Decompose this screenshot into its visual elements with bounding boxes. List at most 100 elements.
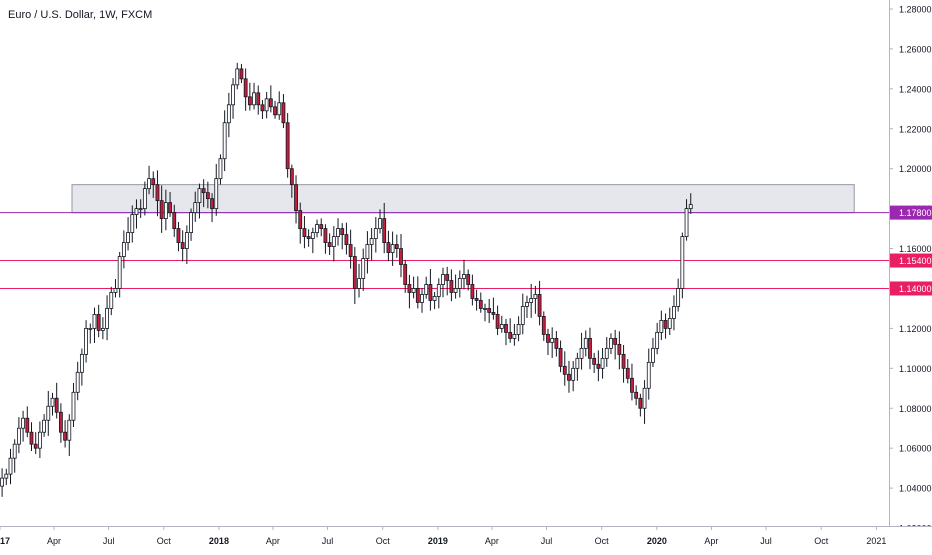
candle-down[interactable] — [541, 311, 546, 341]
candle-up[interactable] — [365, 231, 370, 274]
candle-up[interactable] — [462, 259, 466, 290]
candle-down[interactable] — [558, 340, 563, 373]
candle-up[interactable] — [550, 327, 555, 358]
candle-up[interactable] — [457, 270, 462, 298]
candle-up[interactable] — [373, 216, 378, 253]
candle-down[interactable] — [663, 313, 668, 339]
candle-down[interactable] — [168, 191, 172, 217]
candle-up[interactable] — [369, 228, 374, 261]
candle-down[interactable] — [159, 185, 164, 233]
candle-down[interactable] — [176, 222, 181, 252]
candle-up[interactable] — [214, 163, 219, 216]
candle-up[interactable] — [579, 332, 584, 370]
candle-down[interactable] — [407, 274, 412, 309]
candle-down[interactable] — [466, 269, 471, 291]
candle-down[interactable] — [415, 276, 420, 309]
candle-up[interactable] — [525, 295, 529, 318]
candle-up[interactable] — [109, 286, 114, 316]
candle-up[interactable] — [676, 278, 681, 312]
candle-up[interactable] — [138, 199, 143, 218]
candle-up[interactable] — [4, 468, 9, 486]
candle-up[interactable] — [121, 230, 126, 269]
candle-up[interactable] — [16, 417, 21, 454]
candle-down[interactable] — [399, 233, 403, 278]
candle-up[interactable] — [684, 199, 689, 241]
candle-up[interactable] — [512, 323, 517, 346]
candle-up[interactable] — [134, 199, 139, 229]
candle-up[interactable] — [37, 421, 42, 459]
candle-up[interactable] — [79, 348, 84, 386]
candle-down[interactable] — [495, 305, 500, 336]
candle-down[interactable] — [268, 85, 273, 113]
candle-up[interactable] — [189, 208, 193, 241]
candle-down[interactable] — [294, 175, 298, 224]
candle-down[interactable] — [180, 230, 185, 262]
candle-up[interactable] — [8, 448, 13, 485]
candle-up[interactable] — [50, 392, 55, 416]
candle-up[interactable] — [21, 410, 25, 442]
candle-up[interactable] — [432, 292, 437, 310]
candle-down[interactable] — [634, 385, 639, 406]
candle-up[interactable] — [453, 274, 458, 299]
candle-down[interactable] — [256, 85, 261, 115]
candle-down[interactable] — [340, 223, 345, 250]
candle-up[interactable] — [84, 320, 88, 363]
candle-down[interactable] — [298, 202, 303, 244]
candle-up[interactable] — [336, 218, 340, 246]
candle-down[interactable] — [25, 406, 30, 438]
candle-up[interactable] — [361, 248, 366, 291]
candle-down[interactable] — [508, 318, 513, 343]
candle-down[interactable] — [201, 179, 206, 208]
candle-up[interactable] — [92, 307, 97, 343]
candle-down[interactable] — [210, 193, 214, 223]
candle-down[interactable] — [474, 289, 479, 311]
candle-down[interactable] — [487, 298, 492, 324]
candle-down[interactable] — [617, 331, 622, 370]
candle-up[interactable] — [516, 316, 521, 342]
candle-down[interactable] — [386, 230, 391, 262]
candle-up[interactable] — [483, 303, 487, 322]
candle-down[interactable] — [394, 234, 399, 258]
candle-up[interactable] — [277, 91, 282, 120]
candle-down[interactable] — [260, 100, 265, 120]
candle-up[interactable] — [441, 267, 445, 298]
candle-up[interactable] — [252, 82, 256, 110]
candle-up[interactable] — [529, 283, 534, 318]
candle-down[interactable] — [478, 292, 483, 313]
candle-up[interactable] — [680, 232, 685, 299]
candle-down[interactable] — [621, 344, 626, 383]
candle-up[interactable] — [688, 193, 693, 214]
candle-up[interactable] — [130, 205, 135, 243]
candle-down[interactable] — [491, 297, 496, 320]
candle-up[interactable] — [147, 165, 151, 195]
candle-down[interactable] — [638, 393, 643, 417]
candle-up[interactable] — [264, 92, 269, 119]
candle-up[interactable] — [667, 307, 672, 335]
candle-up[interactable] — [142, 181, 147, 216]
candle-up[interactable] — [600, 348, 605, 379]
candle-down[interactable] — [243, 68, 248, 111]
candle-up[interactable] — [642, 380, 647, 424]
candle-up[interactable] — [222, 110, 227, 172]
candle-down[interactable] — [504, 318, 508, 346]
candle-up[interactable] — [67, 414, 72, 456]
candle-up[interactable] — [499, 315, 504, 333]
candle-up[interactable] — [390, 231, 395, 266]
candle-down[interactable] — [172, 204, 177, 237]
candle-up[interactable] — [235, 62, 240, 90]
candle-down[interactable] — [151, 171, 156, 198]
candle-up[interactable] — [226, 92, 231, 138]
candle-down[interactable] — [546, 328, 550, 356]
candle-up[interactable] — [533, 285, 538, 314]
candle-up[interactable] — [12, 439, 17, 473]
candle-up[interactable] — [0, 468, 4, 497]
candle-down[interactable] — [596, 350, 601, 382]
candle-down[interactable] — [285, 113, 290, 178]
candle-up[interactable] — [88, 323, 93, 344]
candle-down[interactable] — [319, 218, 324, 237]
candle-down[interactable] — [63, 420, 67, 448]
candle-up[interactable] — [100, 317, 105, 340]
candle-down[interactable] — [96, 304, 101, 338]
candle-up[interactable] — [609, 333, 613, 355]
